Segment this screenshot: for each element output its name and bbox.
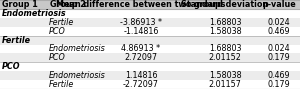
- Bar: [90, 18, 192, 27]
- Bar: [90, 62, 192, 71]
- Text: -3.86913 *: -3.86913 *: [120, 18, 162, 27]
- Text: Fertile: Fertile: [49, 18, 74, 27]
- Bar: [258, 71, 300, 80]
- Bar: [90, 0, 192, 9]
- Bar: [258, 62, 300, 71]
- Bar: [192, 80, 258, 89]
- Text: 0.024: 0.024: [268, 44, 290, 53]
- Bar: [0, 18, 45, 27]
- Text: -1.14816: -1.14816: [123, 27, 159, 36]
- Bar: [45, 9, 90, 18]
- Bar: [45, 27, 90, 36]
- Text: 4.86913 *: 4.86913 *: [122, 44, 160, 53]
- Bar: [192, 53, 258, 62]
- Text: Endometriosis: Endometriosis: [2, 9, 66, 18]
- Text: 0.179: 0.179: [268, 80, 290, 89]
- Text: 2.01152: 2.01152: [208, 53, 242, 62]
- Bar: [192, 0, 258, 9]
- Text: 0.469: 0.469: [268, 27, 290, 36]
- Bar: [258, 0, 300, 9]
- Bar: [192, 62, 258, 71]
- Bar: [0, 71, 45, 80]
- Bar: [90, 71, 192, 80]
- Bar: [0, 53, 45, 62]
- Bar: [258, 80, 300, 89]
- Bar: [90, 53, 192, 62]
- Bar: [258, 9, 300, 18]
- Bar: [0, 0, 45, 9]
- Text: 1.14816: 1.14816: [125, 71, 157, 80]
- Bar: [0, 9, 45, 18]
- Bar: [0, 36, 45, 44]
- Bar: [45, 36, 90, 44]
- Text: Endometriosis: Endometriosis: [49, 71, 105, 80]
- Bar: [0, 27, 45, 36]
- Bar: [192, 9, 258, 18]
- Text: 1.68803: 1.68803: [209, 44, 241, 53]
- Bar: [45, 80, 90, 89]
- Text: Fertile: Fertile: [2, 36, 31, 45]
- Bar: [192, 27, 258, 36]
- Bar: [192, 36, 258, 44]
- Bar: [90, 44, 192, 53]
- Text: Fertile: Fertile: [49, 80, 74, 89]
- Bar: [258, 27, 300, 36]
- Text: PCO: PCO: [49, 53, 65, 62]
- Text: PCO: PCO: [2, 62, 20, 71]
- Text: Group 2: Group 2: [50, 0, 86, 9]
- Bar: [45, 0, 90, 9]
- Text: 1.58038: 1.58038: [209, 27, 241, 36]
- Bar: [90, 27, 192, 36]
- Bar: [258, 36, 300, 44]
- Bar: [90, 9, 192, 18]
- Text: 2.72097: 2.72097: [124, 53, 158, 62]
- Bar: [90, 36, 192, 44]
- Text: 1.58038: 1.58038: [209, 71, 241, 80]
- Bar: [90, 80, 192, 89]
- Text: Mean difference between two groups: Mean difference between two groups: [56, 0, 226, 9]
- Bar: [192, 44, 258, 53]
- Bar: [0, 44, 45, 53]
- Text: 0.179: 0.179: [268, 53, 290, 62]
- Text: Endometriosis: Endometriosis: [49, 44, 105, 53]
- Bar: [45, 18, 90, 27]
- Bar: [0, 80, 45, 89]
- Text: p-value: p-value: [262, 0, 296, 9]
- Text: 0.024: 0.024: [268, 18, 290, 27]
- Bar: [258, 18, 300, 27]
- Text: 0.469: 0.469: [268, 71, 290, 80]
- Text: 1.68803: 1.68803: [209, 18, 241, 27]
- Bar: [192, 71, 258, 80]
- Bar: [45, 53, 90, 62]
- Text: -2.72097: -2.72097: [123, 80, 159, 89]
- Text: PCO: PCO: [49, 27, 65, 36]
- Bar: [45, 71, 90, 80]
- Bar: [192, 18, 258, 27]
- Bar: [45, 44, 90, 53]
- Text: Group 1: Group 1: [2, 0, 37, 9]
- Text: 2.01157: 2.01157: [208, 80, 242, 89]
- Bar: [258, 53, 300, 62]
- Text: Standard deviation: Standard deviation: [182, 0, 268, 9]
- Bar: [45, 62, 90, 71]
- Bar: [258, 44, 300, 53]
- Bar: [0, 62, 45, 71]
